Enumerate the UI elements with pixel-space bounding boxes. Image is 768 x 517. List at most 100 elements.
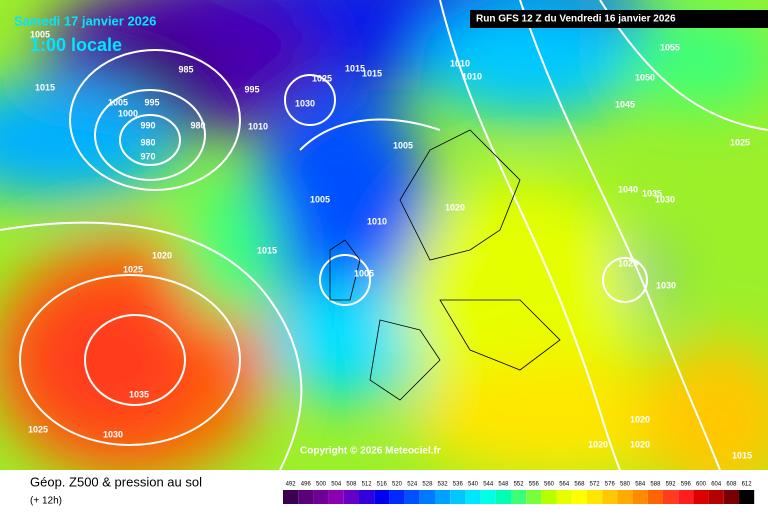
legend-tick-label: 596 — [681, 482, 692, 488]
isobar-label: 1015 — [732, 450, 752, 460]
isobar-label: 1020 — [588, 439, 608, 449]
legend-swatch — [404, 490, 420, 504]
legend-tick-label: 532 — [438, 482, 449, 488]
isobar-label: 1025 — [730, 137, 750, 147]
footer-title: Géop. Z500 & pression au sol — [30, 474, 202, 489]
legend-tick-label: 588 — [650, 482, 661, 488]
legend-tick-label: 496 — [301, 482, 312, 488]
isobar-label: 1030 — [295, 98, 315, 108]
legend-swatch — [571, 490, 587, 504]
legend-swatch — [419, 490, 435, 504]
legend-swatch — [678, 490, 694, 504]
legend-swatch — [587, 490, 603, 504]
legend-swatch — [480, 490, 496, 504]
isobar-label: 1025 — [28, 424, 48, 434]
legend-tick-label: 600 — [696, 482, 707, 488]
isobar-label: 970 — [140, 151, 155, 161]
legend-swatch — [389, 490, 405, 504]
legend-swatch — [617, 490, 633, 504]
legend-swatch — [328, 490, 344, 504]
legend-swatch — [526, 490, 542, 504]
legend-swatch — [632, 490, 648, 504]
isobar-label: 1020 — [445, 202, 465, 212]
date: Samedi 17 janvier 2026 — [14, 13, 156, 28]
legend-swatch — [556, 490, 572, 504]
isobar-label: 1045 — [615, 99, 635, 109]
isobar-label: 1030 — [103, 429, 123, 439]
legend-tick-label: 528 — [422, 482, 433, 488]
legend-swatch — [374, 490, 390, 504]
isobar-label: 1005 — [354, 268, 374, 278]
isobar-label: 1020 — [152, 250, 172, 260]
legend-tick-label: 512 — [362, 482, 373, 488]
legend-tick-label: 608 — [726, 482, 737, 488]
isobar-label: 1000 — [118, 108, 138, 118]
isobar-label: 1005 — [30, 29, 50, 39]
isobar-label: 1005 — [310, 194, 330, 204]
legend-swatch — [647, 490, 663, 504]
isobar-label: 1035 — [642, 188, 662, 198]
isobar-label: 980 — [190, 120, 205, 130]
footer-subtitle: (+ 12h) — [30, 496, 62, 507]
legend-swatch — [359, 490, 375, 504]
legend-swatch — [723, 490, 739, 504]
run-box — [470, 10, 768, 28]
isobar-label: 1025 — [312, 73, 332, 83]
isobar-label: 985 — [178, 64, 193, 74]
legend-tick-label: 580 — [620, 482, 631, 488]
isobar-label: 1030 — [655, 194, 675, 204]
legend-tick-label: 556 — [529, 482, 540, 488]
legend-tick-label: 576 — [605, 482, 616, 488]
map-field — [0, 0, 768, 470]
legend-tick-label: 544 — [483, 482, 494, 488]
isobar-label: 1010 — [367, 216, 387, 226]
isobar-label: 1030 — [656, 280, 676, 290]
legend-swatch — [450, 490, 466, 504]
legend-swatch — [343, 490, 359, 504]
legend-tick-label: 524 — [407, 482, 418, 488]
isobars — [0, 0, 768, 470]
legend-swatch — [708, 490, 724, 504]
isobar-label: 1005 — [393, 140, 413, 150]
legend-tick-label: 604 — [711, 482, 722, 488]
legend-swatch — [313, 490, 329, 504]
legend-tick-label: 592 — [666, 482, 677, 488]
legend-tick-label: 492 — [286, 482, 297, 488]
isobar-label: 1050 — [635, 72, 655, 82]
legend-tick-label: 548 — [498, 482, 509, 488]
isobar-label: 1005 — [108, 97, 128, 107]
isobar-label: 1010 — [462, 71, 482, 81]
legend-tick-label: 612 — [742, 482, 753, 488]
isobar-label: 1010 — [450, 58, 470, 68]
isobar-label: 1010 — [248, 121, 268, 131]
legend-swatch — [693, 490, 709, 504]
legend-swatch — [298, 490, 314, 504]
legend-swatch — [663, 490, 679, 504]
legend-tick-label: 516 — [377, 482, 388, 488]
local-time: 1:00 locale — [30, 35, 122, 55]
legend-tick-label: 508 — [346, 482, 357, 488]
legend-swatch — [435, 490, 451, 504]
legend-tick-label: 552 — [514, 482, 525, 488]
legend-swatch — [541, 490, 557, 504]
legend-tick-label: 504 — [331, 482, 342, 488]
isobar-label: 1035 — [129, 389, 149, 399]
legend-tick-label: 584 — [635, 482, 646, 488]
legend-tick-label: 568 — [574, 482, 585, 488]
legend-tick-label: 540 — [468, 482, 479, 488]
legend-tick-label: 520 — [392, 482, 403, 488]
isobar-label: 1025 — [123, 264, 143, 274]
isobar-label: 1055 — [660, 42, 680, 52]
legend-tick-label: 560 — [544, 482, 555, 488]
legend-swatch — [283, 490, 299, 504]
isobar-label: 990 — [140, 120, 155, 130]
coastlines — [329, 129, 561, 401]
legend-swatch — [602, 490, 618, 504]
copyright: Copyright © 2026 Meteociel.fr — [300, 446, 441, 457]
legend-tick-label: 500 — [316, 482, 327, 488]
isobar-label: 1040 — [618, 184, 638, 194]
isobar-label: 1020 — [630, 414, 650, 424]
legend-swatch — [511, 490, 527, 504]
